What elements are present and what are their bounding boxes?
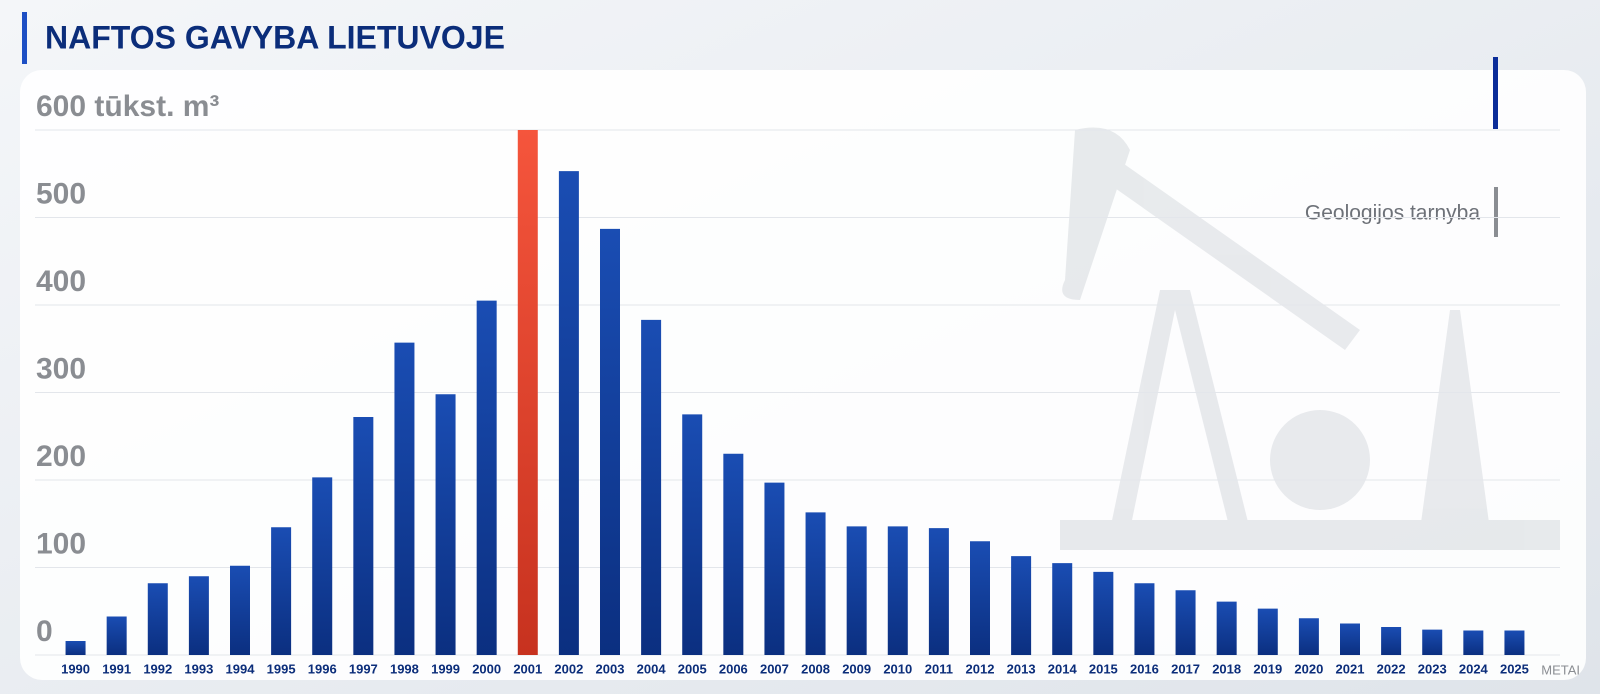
- x-tick-label: 1992: [143, 661, 172, 676]
- x-tick-label: 1993: [184, 661, 213, 676]
- bar: [435, 394, 456, 655]
- bar: [476, 300, 497, 655]
- bar: [1340, 623, 1360, 655]
- x-tick-label: 2024: [1459, 661, 1489, 676]
- bar: [106, 616, 127, 655]
- x-tick-label: 2011: [925, 661, 953, 676]
- card: [20, 70, 1586, 680]
- accent-bar: [1493, 57, 1498, 129]
- bar: [1463, 630, 1484, 655]
- bar: [147, 583, 168, 655]
- x-tick-label: 2021: [1336, 661, 1365, 676]
- x-tick-label: 2005: [678, 661, 707, 676]
- y-tick-label: 200: [36, 440, 86, 473]
- y-tick-label: 500: [36, 177, 86, 210]
- x-tick-label: 2002: [554, 661, 583, 676]
- x-tick-label: 2007: [760, 661, 789, 676]
- x-tick-label: 2012: [966, 661, 995, 676]
- bar: [1175, 590, 1196, 655]
- chart-title: NAFTOS GAVYBA LIETUVOJE: [45, 19, 505, 55]
- bar: [312, 477, 333, 655]
- source: Geologijos tarnyba: [1305, 202, 1480, 225]
- x-tick-label: 2003: [596, 661, 625, 676]
- x-tick-label: 1991: [102, 661, 131, 676]
- x-tick-label: 2023: [1418, 661, 1447, 676]
- x-tick-label: 2008: [801, 661, 830, 676]
- x-tick-label: 1996: [308, 661, 337, 676]
- x-tick-label: 2001: [513, 661, 542, 676]
- bar: [65, 641, 86, 655]
- x-tick-label: 2019: [1253, 661, 1282, 676]
- x-tick-label: 2004: [637, 661, 667, 676]
- bar: [641, 319, 662, 655]
- bar: [1011, 556, 1032, 655]
- bar: [682, 414, 703, 655]
- bar: [1422, 629, 1443, 655]
- bar: [353, 417, 374, 655]
- x-tick-label: 1994: [226, 661, 256, 676]
- x-tick-label: 1998: [390, 661, 419, 676]
- bar: [805, 512, 826, 655]
- bar: [1093, 571, 1114, 655]
- x-tick-label: 2010: [883, 661, 912, 676]
- x-tick-label: 1997: [349, 661, 378, 676]
- bar: [517, 130, 538, 655]
- bar: [1134, 583, 1155, 655]
- x-axis-label: METAI: [1541, 662, 1580, 677]
- bar: [394, 342, 415, 655]
- y-tick-label: 400: [36, 265, 86, 298]
- bar: [887, 526, 908, 655]
- pumpjack-illustration: [1060, 127, 1560, 550]
- bar: [271, 527, 292, 655]
- bar: [188, 576, 209, 655]
- bar: [1216, 601, 1237, 655]
- x-tick-label: 2009: [842, 661, 871, 676]
- bar: [928, 528, 949, 655]
- y-tick-label: 0: [36, 615, 53, 648]
- bar: [1052, 563, 1073, 655]
- bar: [1257, 608, 1278, 655]
- x-tick-label: 1990: [61, 661, 90, 676]
- x-tick-label: 2020: [1294, 661, 1323, 676]
- x-tick-label: 2022: [1377, 661, 1406, 676]
- x-tick-label: 2025: [1500, 661, 1529, 676]
- x-tick-label: 1999: [431, 661, 460, 676]
- bar: [723, 453, 744, 655]
- y-tick-label: 100: [36, 527, 86, 560]
- x-tick-label: 2018: [1212, 661, 1241, 676]
- x-tick-label: 2016: [1130, 661, 1159, 676]
- bar: [230, 565, 250, 655]
- bar: [970, 541, 990, 655]
- y-tick-label: 600 tūkst. m³: [36, 90, 219, 123]
- bar: [600, 228, 620, 655]
- x-tick-label: 1995: [267, 661, 296, 676]
- bar: [1298, 618, 1319, 655]
- bar: [1504, 630, 1525, 655]
- bar: [846, 526, 867, 655]
- source-accent: [1494, 187, 1498, 237]
- bar: [558, 171, 579, 655]
- x-tick-label: 2017: [1171, 661, 1200, 676]
- x-tick-label: 2000: [472, 661, 501, 676]
- bar: [1381, 627, 1402, 655]
- x-tick-label: 2015: [1089, 661, 1118, 676]
- bar: [764, 482, 785, 655]
- x-tick-label: 2014: [1048, 661, 1078, 676]
- title-accent: [22, 12, 27, 64]
- y-tick-label: 300: [36, 352, 86, 385]
- x-tick-label: 2013: [1007, 661, 1036, 676]
- x-tick-label: 2006: [719, 661, 748, 676]
